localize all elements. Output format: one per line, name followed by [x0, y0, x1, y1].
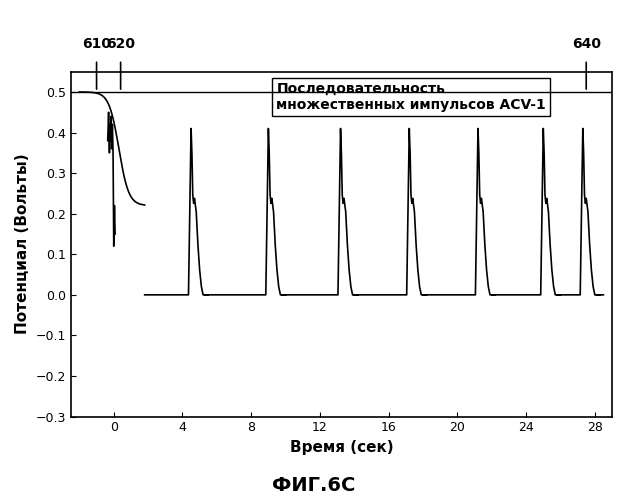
Text: ФИГ.6С: ФИГ.6С: [272, 476, 355, 495]
Y-axis label: Потенциал (Вольты): Потенциал (Вольты): [15, 154, 30, 334]
Text: 640: 640: [572, 38, 601, 52]
Text: 610: 610: [82, 38, 111, 52]
Text: Последовательность
множественных импульсов ACV-1: Последовательность множественных импульс…: [277, 82, 546, 112]
X-axis label: Время (сек): Время (сек): [290, 440, 393, 455]
Text: 620: 620: [106, 38, 135, 52]
